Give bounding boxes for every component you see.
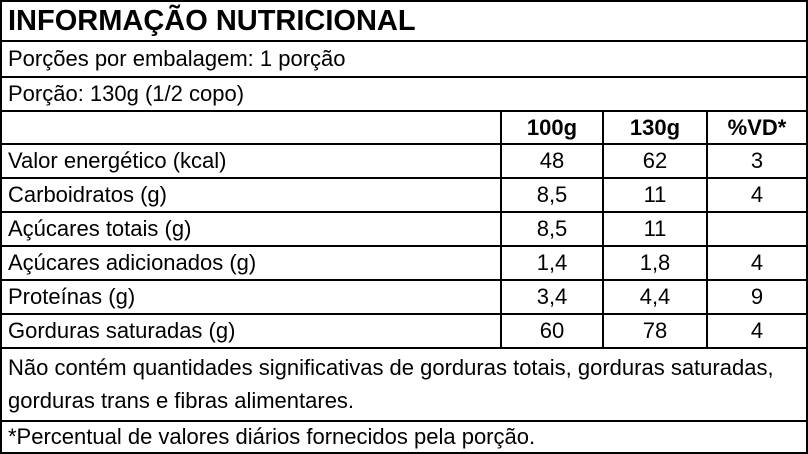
footnote: *Percentual de valores diários fornecido… (0, 420, 808, 454)
nutrient-value-text: 4 (750, 182, 764, 207)
nutrient-value-text: 4,4 (639, 284, 671, 309)
nutrient-value: 4 (706, 313, 808, 349)
nutrient-value-text: 11 (643, 216, 667, 241)
nutrient-name-text: Proteínas (g) (8, 284, 136, 309)
column-header-text: 130g (629, 114, 681, 140)
servings-per-package: Porções por embalagem: 1 porção (0, 40, 808, 78)
header-blank (0, 110, 502, 145)
nutrient-name-text: Açúcares totais (g) (8, 216, 192, 241)
nutrient-value-text: 1,8 (639, 250, 671, 275)
nutrient-value: 4 (706, 245, 808, 281)
nutrient-value: 78 (602, 313, 708, 349)
nutrient-name-text: Carboidratos (g) (8, 182, 167, 207)
nutrient-value: 3,4 (500, 279, 604, 315)
nutrient-name-text: Gorduras saturadas (g) (8, 318, 236, 343)
nutrient-value-text: 9 (750, 284, 764, 309)
note-text: Não contém quantidades significativas de… (8, 355, 774, 413)
nutrient-name-text: Açúcares adicionados (g) (8, 250, 257, 275)
nutrient-value-text: 60 (539, 318, 565, 343)
footnote-text: *Percentual de valores diários fornecido… (8, 424, 536, 449)
nutrient-value-text: 62 (642, 148, 668, 173)
column-header: 130g (602, 110, 708, 145)
nutrient-name: Açúcares adicionados (g) (0, 245, 502, 281)
nutrient-value: 4,4 (602, 279, 708, 315)
nutrient-value-text: 8,5 (536, 216, 568, 241)
nutrient-value: 62 (602, 143, 708, 179)
nutrient-value-text: 8,5 (536, 182, 568, 207)
serving-size: Porção: 130g (1/2 copo) (0, 76, 808, 112)
nutrient-value-text: 4 (750, 250, 764, 275)
note: Não contém quantidades significativas de… (0, 347, 808, 422)
column-header-text: %VD* (727, 114, 787, 140)
nutrient-value-text: 78 (642, 318, 668, 343)
nutrient-value: 8,5 (500, 177, 604, 213)
nutrient-value-text: 3,4 (536, 284, 568, 309)
nutrient-value: 60 (500, 313, 604, 349)
nutrient-name: Açúcares totais (g) (0, 211, 502, 247)
nutrient-value: 4 (706, 177, 808, 213)
nutrient-value-text: 4 (750, 318, 764, 343)
nutrient-name: Carboidratos (g) (0, 177, 502, 213)
serving-size-text: Porção: 130g (1/2 copo) (8, 81, 245, 106)
nutrient-value (706, 211, 808, 247)
title-text: INFORMAÇÃO NUTRICIONAL (8, 4, 416, 37)
nutrient-value: 1,8 (602, 245, 708, 281)
nutrient-name: Proteínas (g) (0, 279, 502, 315)
nutrient-value: 1,4 (500, 245, 604, 281)
nutrient-value-text: 1,4 (536, 250, 568, 275)
servings-per-package-text: Porções por embalagem: 1 porção (8, 46, 346, 71)
nutrient-value-text: 3 (750, 148, 764, 173)
title: INFORMAÇÃO NUTRICIONAL (0, 0, 808, 42)
nutrient-name: Gorduras saturadas (g) (0, 313, 502, 349)
nutrient-value: 8,5 (500, 211, 604, 247)
column-header-text: 100g (526, 114, 578, 140)
nutrient-value: 3 (706, 143, 808, 179)
nutrient-value: 11 (602, 211, 708, 247)
nutrient-value: 9 (706, 279, 808, 315)
nutrient-value: 48 (500, 143, 604, 179)
column-header: 100g (500, 110, 604, 145)
nutrient-name-text: Valor energético (kcal) (8, 148, 227, 173)
nutrient-name: Valor energético (kcal) (0, 143, 502, 179)
nutrient-value-text: 11 (643, 182, 667, 207)
nutrient-value-text: 48 (539, 148, 565, 173)
nutrient-value: 11 (602, 177, 708, 213)
column-header: %VD* (706, 110, 808, 145)
